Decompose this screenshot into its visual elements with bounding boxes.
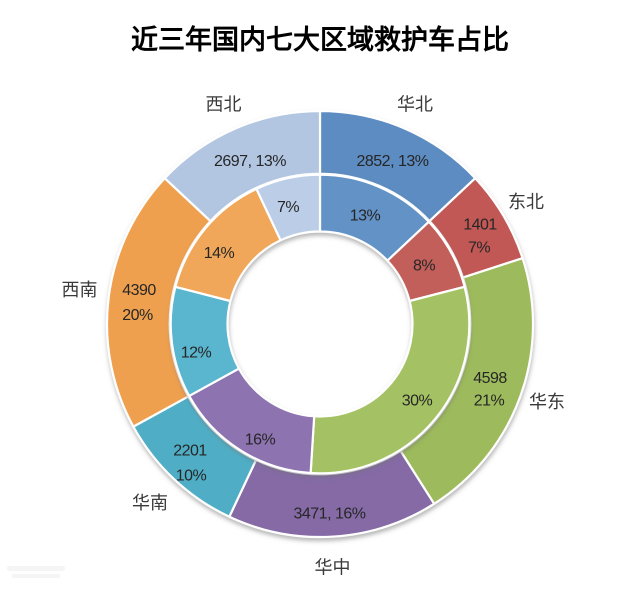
svg-text:8%: 8% <box>413 257 435 274</box>
svg-text:华中: 华中 <box>315 557 351 577</box>
svg-text:10%: 10% <box>176 467 207 484</box>
svg-text:16%: 16% <box>245 431 276 448</box>
svg-text:华东: 华东 <box>529 392 565 412</box>
svg-text:14%: 14% <box>204 245 235 262</box>
svg-text:西南: 西南 <box>62 280 98 300</box>
svg-text:7%: 7% <box>277 199 299 216</box>
svg-text:30%: 30% <box>402 392 433 409</box>
svg-text:20%: 20% <box>122 307 153 324</box>
svg-text:西北: 西北 <box>206 94 242 114</box>
svg-text:21%: 21% <box>474 392 505 409</box>
svg-text:华北: 华北 <box>397 94 433 114</box>
svg-text:东北: 东北 <box>508 192 544 212</box>
svg-text:7%: 7% <box>468 239 490 256</box>
svg-text:1401: 1401 <box>463 216 497 233</box>
svg-text:13%: 13% <box>350 207 381 224</box>
svg-text:4390: 4390 <box>122 282 156 299</box>
svg-text:2201: 2201 <box>173 442 207 459</box>
svg-text:2697, 13%: 2697, 13% <box>214 153 286 170</box>
svg-text:2852, 13%: 2852, 13% <box>356 153 428 170</box>
svg-text:华南: 华南 <box>132 493 168 513</box>
svg-text:4598: 4598 <box>473 370 507 387</box>
svg-text:3471, 16%: 3471, 16% <box>293 505 365 522</box>
svg-text:12%: 12% <box>181 344 212 361</box>
